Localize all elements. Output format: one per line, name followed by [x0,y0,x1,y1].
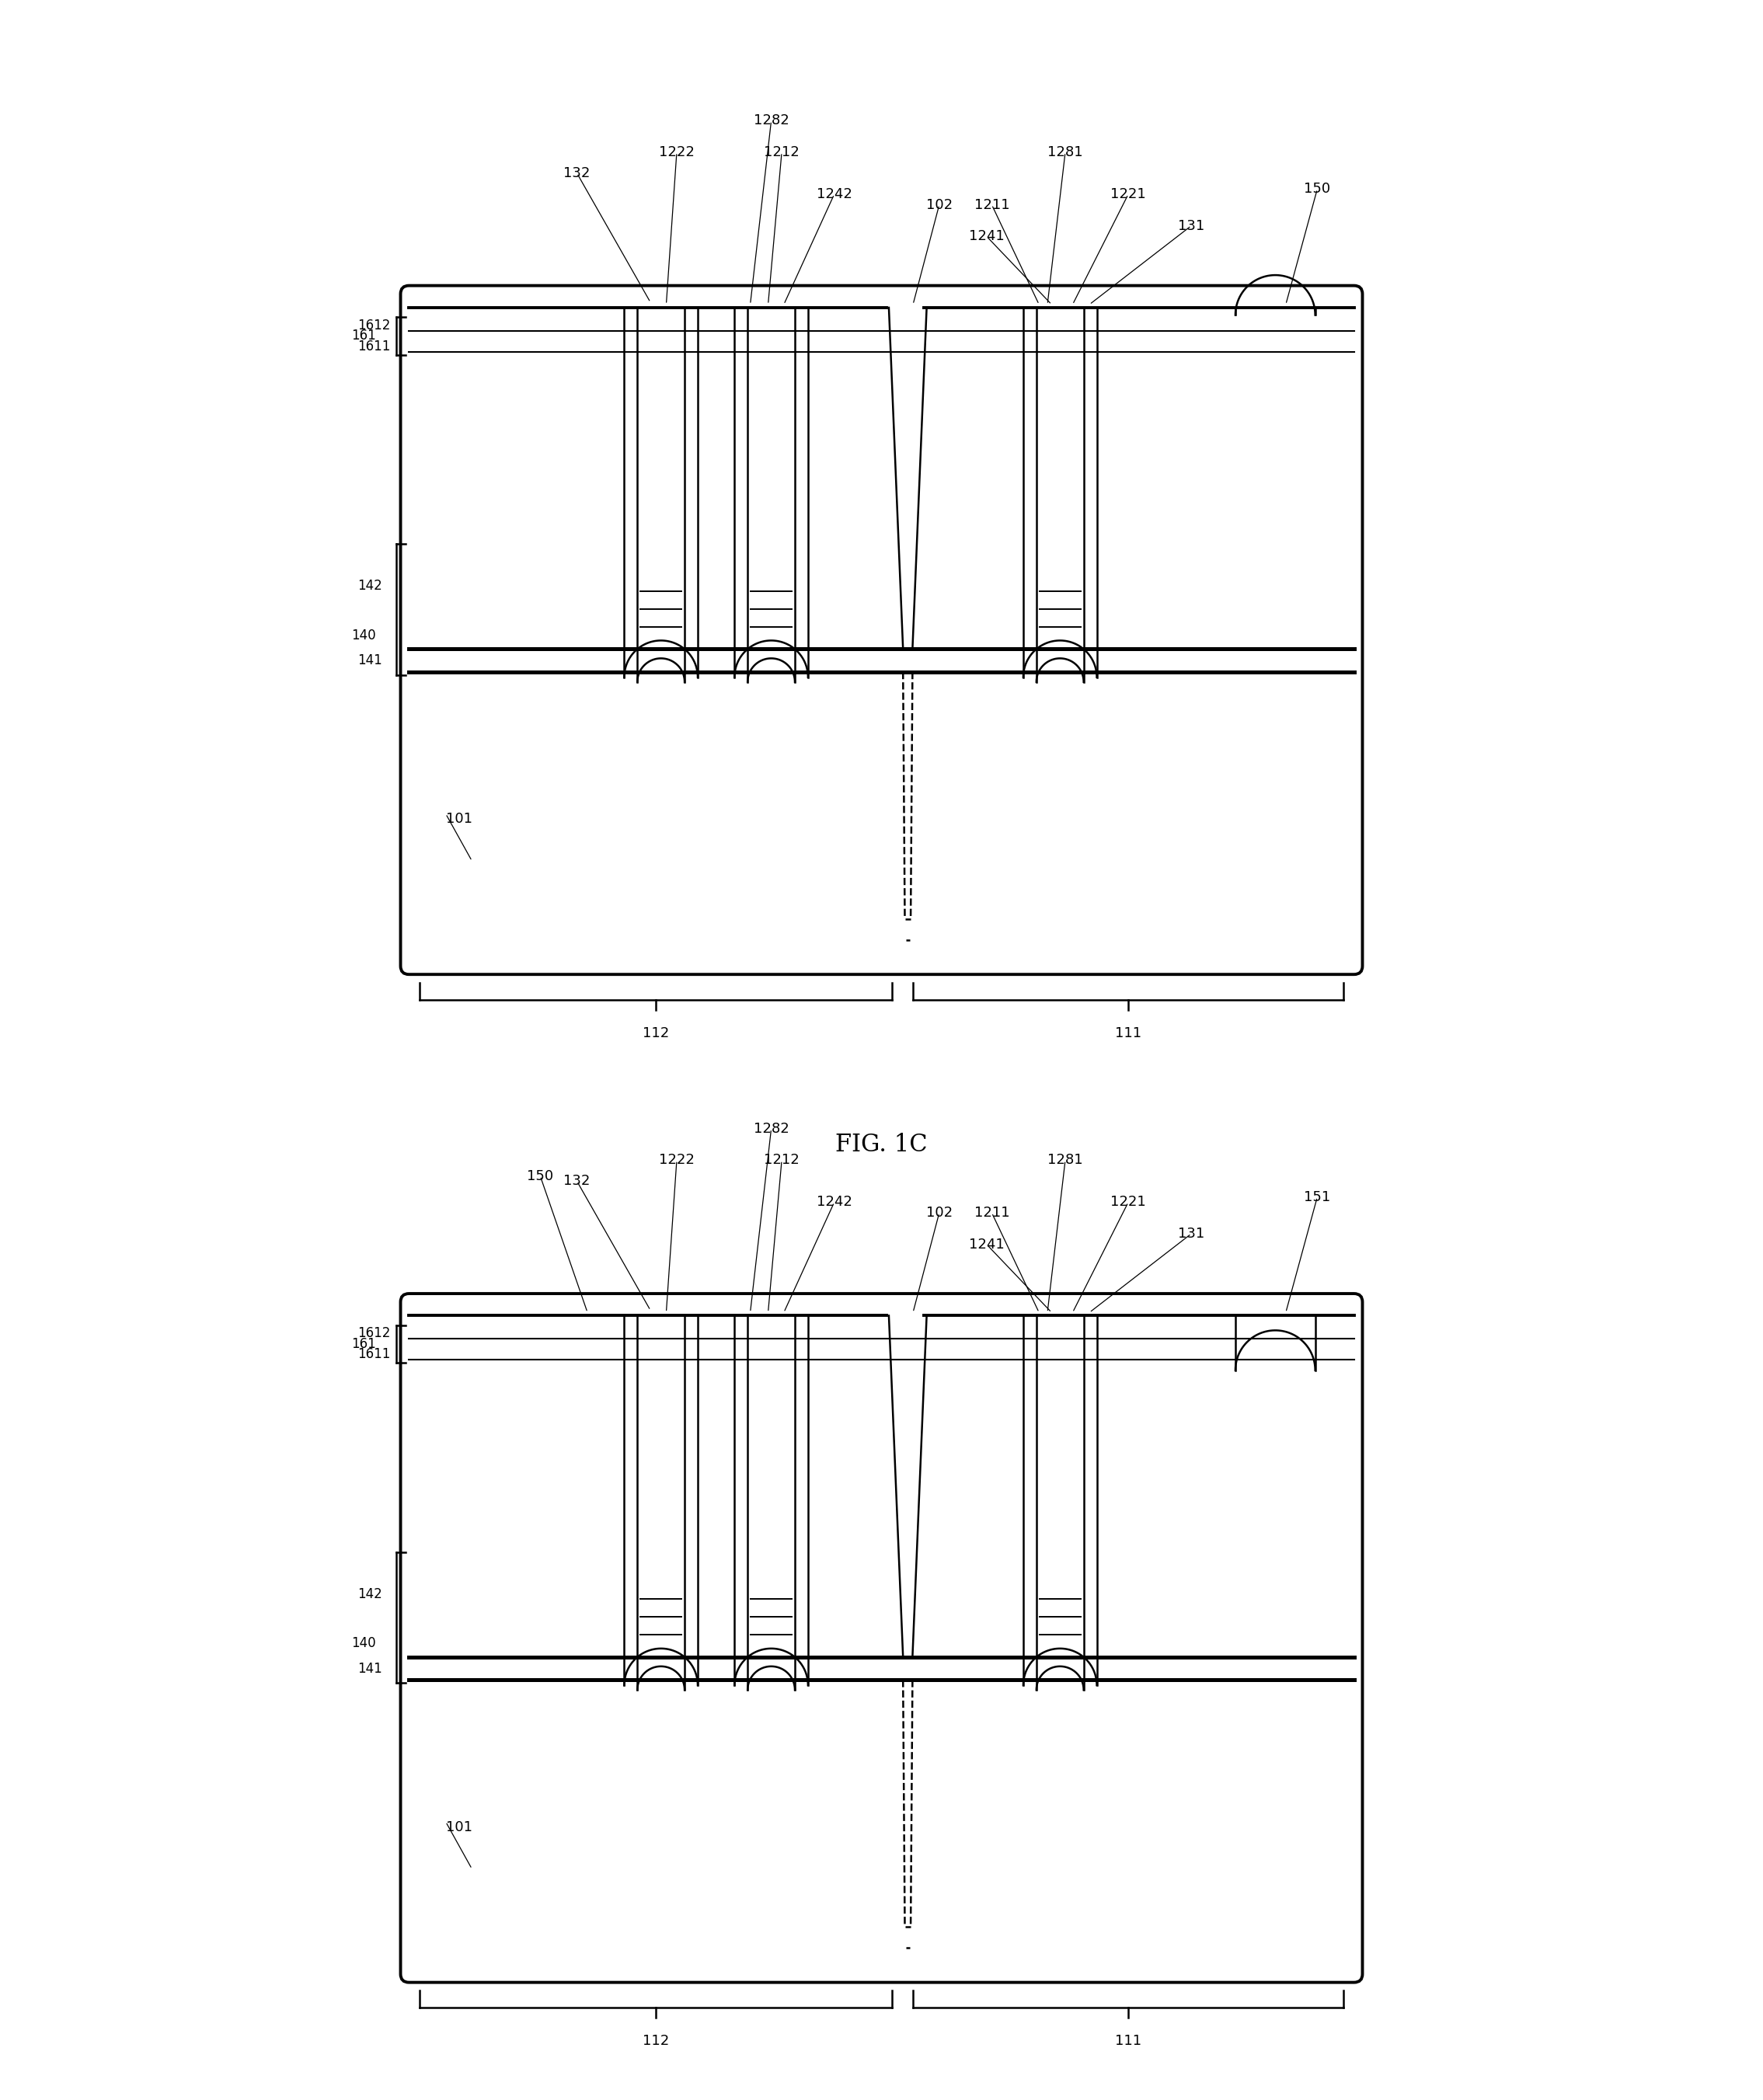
Text: 1611: 1611 [358,1348,390,1361]
Text: 150: 150 [1305,183,1331,195]
Text: 1282: 1282 [753,1121,790,1136]
Text: 131: 131 [1178,1226,1204,1241]
Text: 1211: 1211 [973,1205,1010,1220]
Text: 141: 141 [358,653,383,668]
Text: 101: 101 [446,1821,472,1833]
Text: FIG. 1C: FIG. 1C [836,1132,927,1157]
Text: 1241: 1241 [968,1237,1005,1252]
Text: 1211: 1211 [973,197,1010,212]
Text: 1612: 1612 [358,1327,390,1340]
Text: 112: 112 [642,2035,668,2047]
Text: 1282: 1282 [753,113,790,128]
Text: 151: 151 [1305,1191,1331,1203]
Text: 1242: 1242 [816,187,852,202]
Text: 161: 161 [351,1338,376,1350]
Text: 1212: 1212 [763,1153,799,1168]
Text: 102: 102 [926,1205,952,1220]
Text: 132: 132 [564,166,591,181]
Text: 161: 161 [351,330,376,342]
Text: 1281: 1281 [1047,145,1082,160]
FancyBboxPatch shape [400,286,1363,974]
Text: 150: 150 [527,1170,554,1182]
Text: 101: 101 [446,813,472,825]
Text: 140: 140 [351,628,376,643]
Text: 1241: 1241 [968,229,1005,244]
Text: 131: 131 [1178,218,1204,233]
Text: 1212: 1212 [763,145,799,160]
FancyBboxPatch shape [400,1294,1363,1982]
Text: 111: 111 [1114,1027,1141,1040]
Text: 1612: 1612 [358,319,390,332]
Text: 1281: 1281 [1047,1153,1082,1168]
Text: 111: 111 [1114,2035,1141,2047]
Text: 1242: 1242 [816,1195,852,1210]
Text: 102: 102 [926,197,952,212]
Text: 142: 142 [358,580,383,592]
Text: 112: 112 [642,1027,668,1040]
Text: 132: 132 [564,1174,591,1189]
Text: 1221: 1221 [1111,1195,1146,1210]
Text: 142: 142 [358,1588,383,1600]
Text: 1222: 1222 [659,145,695,160]
Text: 1611: 1611 [358,340,390,353]
Text: 1222: 1222 [659,1153,695,1168]
Text: 1221: 1221 [1111,187,1146,202]
Text: 140: 140 [351,1636,376,1651]
Text: 141: 141 [358,1661,383,1676]
